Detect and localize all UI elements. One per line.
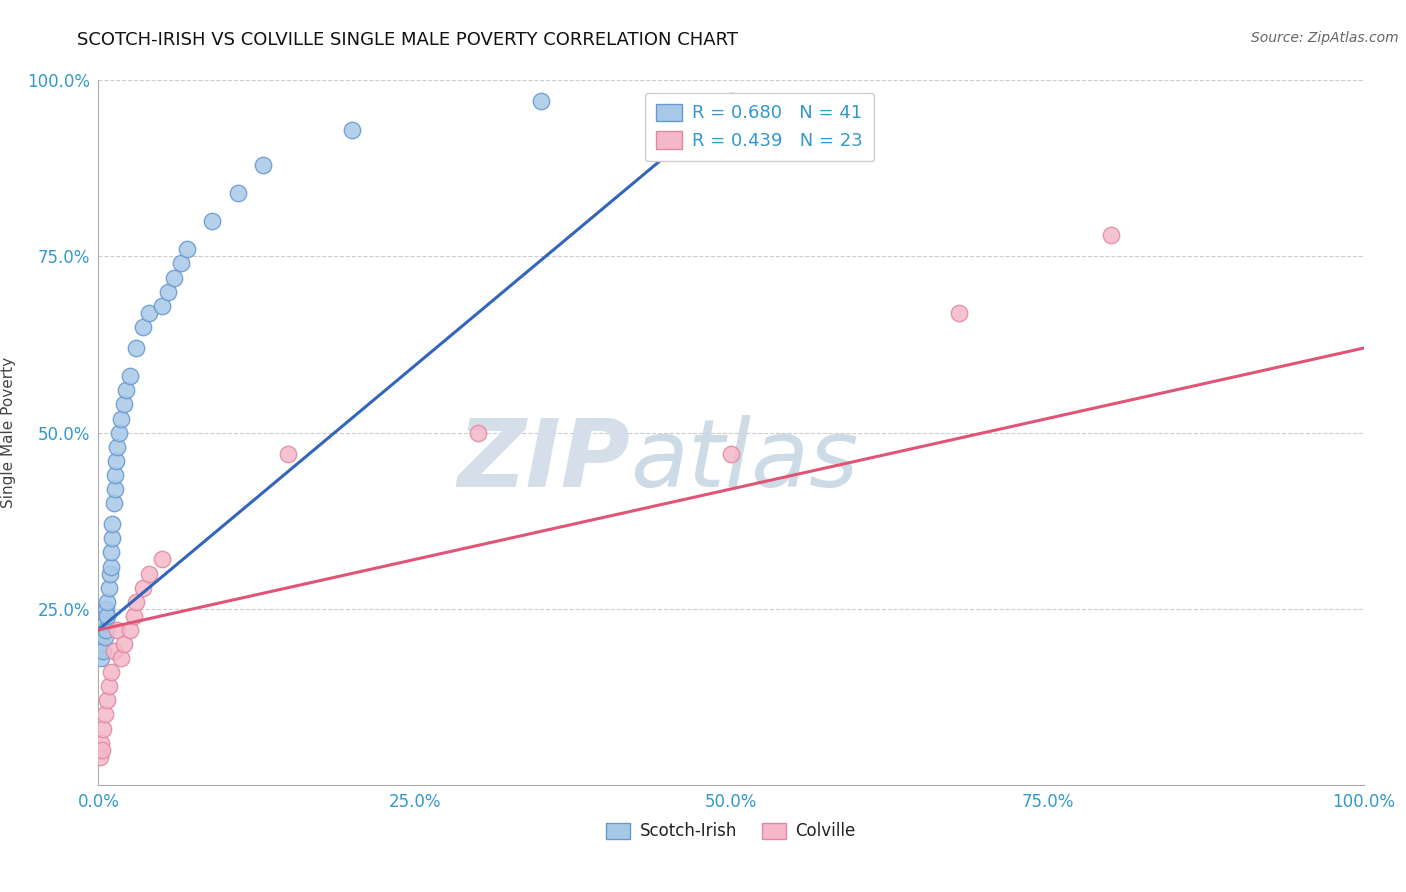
Scotch-Irish <box>530 95 553 109</box>
Scotch-Irish <box>252 158 274 172</box>
Colville <box>100 665 122 680</box>
Colville <box>948 306 970 320</box>
Scotch-Irish <box>94 601 117 615</box>
Scotch-Irish <box>150 299 173 313</box>
Scotch-Irish <box>100 559 122 574</box>
Colville <box>138 566 160 581</box>
Scotch-Irish <box>226 186 249 200</box>
Colville <box>110 651 132 665</box>
Scotch-Irish <box>163 270 186 285</box>
Colville <box>93 722 115 736</box>
Colville <box>93 707 117 722</box>
Scotch-Irish <box>91 623 114 637</box>
Scotch-Irish <box>201 214 224 228</box>
Colville <box>112 637 135 651</box>
Scotch-Irish <box>100 545 122 559</box>
Colville <box>96 693 118 707</box>
Colville <box>277 447 299 461</box>
Scotch-Irish <box>103 496 125 510</box>
Scotch-Irish <box>93 630 117 644</box>
Scotch-Irish <box>105 454 128 468</box>
Colville <box>97 679 120 693</box>
Scotch-Irish <box>107 425 129 440</box>
Colville <box>1099 228 1122 243</box>
Scotch-Irish <box>125 341 148 355</box>
Scotch-Irish <box>720 95 742 109</box>
Y-axis label: Single Male Poverty: Single Male Poverty <box>1 357 15 508</box>
Legend: Scotch-Irish, Colville: Scotch-Irish, Colville <box>600 816 862 847</box>
Colville <box>120 623 141 637</box>
Text: SCOTCH-IRISH VS COLVILLE SINGLE MALE POVERTY CORRELATION CHART: SCOTCH-IRISH VS COLVILLE SINGLE MALE POV… <box>77 31 738 49</box>
Text: atlas: atlas <box>630 416 858 507</box>
Scotch-Irish <box>120 369 141 384</box>
Scotch-Irish <box>101 532 124 546</box>
Colville <box>467 425 489 440</box>
Colville <box>132 581 155 595</box>
Scotch-Irish <box>101 517 124 532</box>
Scotch-Irish <box>115 384 138 398</box>
Scotch-Irish <box>93 615 117 630</box>
Colville <box>720 447 742 461</box>
Colville <box>150 552 173 566</box>
Scotch-Irish <box>104 482 127 496</box>
Colville <box>89 749 111 764</box>
Scotch-Irish <box>176 243 198 257</box>
Scotch-Irish <box>112 397 135 411</box>
Scotch-Irish <box>110 411 132 425</box>
Scotch-Irish <box>91 637 114 651</box>
Colville <box>91 742 114 756</box>
Scotch-Irish <box>90 651 112 665</box>
Scotch-Irish <box>93 644 115 658</box>
Colville <box>90 736 112 750</box>
Scotch-Irish <box>96 595 118 609</box>
Scotch-Irish <box>132 320 155 334</box>
Scotch-Irish <box>98 566 121 581</box>
Text: Source: ZipAtlas.com: Source: ZipAtlas.com <box>1251 31 1399 45</box>
Scotch-Irish <box>96 608 118 623</box>
Scotch-Irish <box>138 306 160 320</box>
Scotch-Irish <box>107 440 129 454</box>
Colville <box>107 623 129 637</box>
Text: ZIP: ZIP <box>457 415 630 507</box>
Scotch-Irish <box>157 285 180 299</box>
Scotch-Irish <box>93 623 115 637</box>
Colville <box>125 595 148 609</box>
Scotch-Irish <box>104 467 127 482</box>
Colville <box>122 608 145 623</box>
Colville <box>103 644 125 658</box>
Scotch-Irish <box>97 581 120 595</box>
Scotch-Irish <box>340 122 363 136</box>
Scotch-Irish <box>94 623 117 637</box>
Scotch-Irish <box>169 256 191 270</box>
